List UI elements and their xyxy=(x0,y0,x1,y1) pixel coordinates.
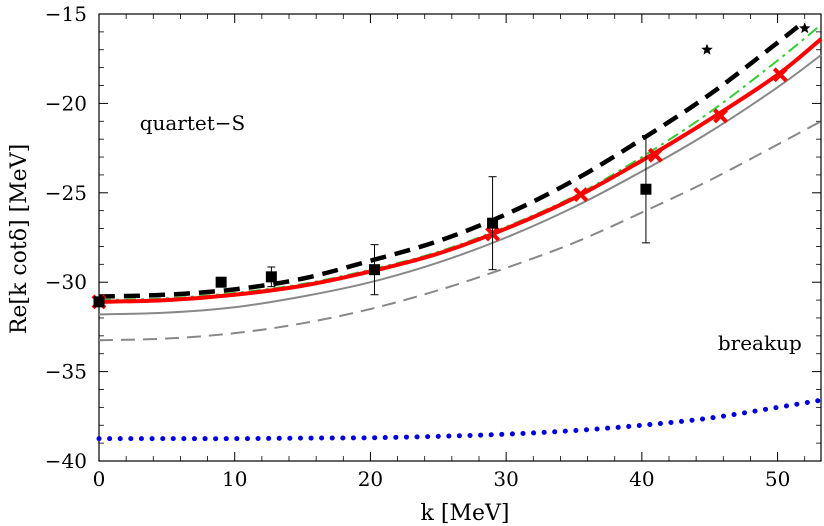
y-tick-label: −40 xyxy=(45,449,87,473)
x-tick-label: 10 xyxy=(222,467,247,491)
y-tick-label: −25 xyxy=(45,181,87,205)
y-tick-label: −20 xyxy=(45,91,87,115)
x-axis-title: k [MeV] xyxy=(421,501,510,526)
x-tick-label: 0 xyxy=(93,467,106,491)
y-tick-label: −35 xyxy=(45,360,87,384)
black-square-marker xyxy=(369,244,380,296)
tick-labels: 0 10 20 30 40 50 −40 −35 −30 −25 −20 −15 xyxy=(45,2,791,491)
black-square-marker xyxy=(215,276,227,288)
plot-frame xyxy=(98,13,822,462)
red-cross-marker xyxy=(648,147,663,163)
series-red-solid xyxy=(98,37,823,304)
black-square-marker xyxy=(640,135,652,244)
red-cross-marker xyxy=(772,67,788,83)
ticks xyxy=(98,13,821,462)
black-star-marker xyxy=(799,22,811,34)
black-square-marker xyxy=(265,266,277,288)
black-star-marker xyxy=(701,43,713,55)
x-tick-label: 30 xyxy=(493,467,518,491)
annotation-breakup: breakup xyxy=(718,331,802,355)
x-tick-label: 50 xyxy=(765,467,790,491)
y-tick-label: −30 xyxy=(45,270,87,294)
series-thin-gray-dashed xyxy=(98,120,822,342)
red-cross-marker xyxy=(573,187,589,203)
series-blue-dotted xyxy=(96,397,824,442)
red-cross-marker xyxy=(713,108,728,124)
annotation-quartet-s: quartet−S xyxy=(140,111,246,135)
series-black-dashed xyxy=(98,19,807,299)
y-tick-label: −15 xyxy=(45,2,87,26)
black-square-marker xyxy=(93,296,105,308)
series-green-dash-dot xyxy=(98,23,822,302)
markers-group xyxy=(91,22,811,310)
series-group xyxy=(96,19,824,442)
black-square-marker xyxy=(487,176,499,271)
series-thin-gray-solid xyxy=(98,54,822,316)
x-tick-label: 20 xyxy=(358,467,383,491)
x-tick-label: 40 xyxy=(629,467,654,491)
y-axis-title: Re[k cotδ] [MeV] xyxy=(7,144,32,334)
